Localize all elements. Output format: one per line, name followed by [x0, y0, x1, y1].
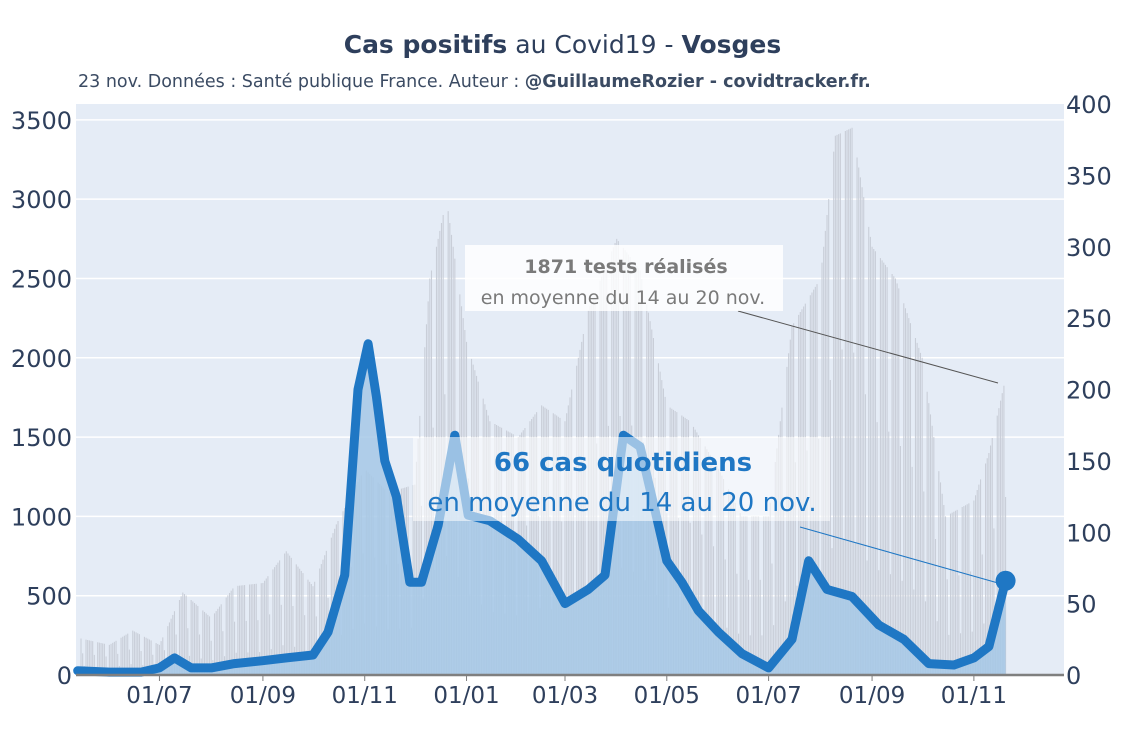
y-right-tick-label: 350 [1066, 162, 1112, 190]
y-left-tick-label: 1000 [11, 503, 72, 531]
tests-annotation-connector [737, 310, 999, 384]
cases-annotation-subtext: en moyenne du 14 au 20 nov. [427, 488, 816, 518]
x-tick-label: 01/09 [230, 683, 296, 709]
y-right-tick-label: 300 [1066, 234, 1112, 262]
x-tick-label: 01/01 [433, 683, 499, 709]
gridlines [76, 119, 1064, 597]
y-axis-left: 0 500 1000 1500 2000 2500 3000 3500 [11, 107, 72, 690]
x-tick-label: 01/05 [634, 683, 700, 709]
y-left-tick-label: 2500 [11, 265, 72, 293]
y-left-tick-label: 2000 [11, 345, 72, 373]
cases-end-point [995, 570, 1016, 591]
chart-title-mid: au Covid19 - [507, 30, 682, 59]
x-tick-label: 01/03 [532, 683, 598, 709]
cases-annotation-box [413, 437, 830, 521]
chart-subtitle: 23 nov. Données : Santé publique France.… [78, 72, 871, 92]
chart-title: Cas positifs au Covid19 - Vosges [0, 30, 1125, 59]
y-right-tick-label: 0 [1066, 662, 1081, 690]
y-right-tick-label: 200 [1066, 377, 1112, 405]
tests-annotation-subtext: en moyenne du 14 au 20 nov. [481, 287, 765, 309]
chart-subtitle-text: 23 nov. Données : Santé publique France.… [78, 72, 525, 92]
cases-annotation-value: 66 cas quotidiens [494, 448, 752, 478]
tests-annotation-box [465, 245, 783, 311]
x-tick-label: 01/09 [839, 683, 905, 709]
chart-title-region: Vosges [681, 30, 782, 59]
y-left-tick-label: 3500 [11, 107, 72, 135]
y-right-tick-label: 150 [1066, 448, 1112, 476]
x-tick-label: 01/07 [735, 683, 801, 709]
cases-area [77, 343, 1006, 675]
y-left-tick-label: 3000 [11, 186, 72, 214]
chart-subtitle-author: @GuillaumeRozier - covidtracker.fr. [524, 72, 871, 92]
y-left-tick-label: 500 [26, 583, 72, 611]
y-right-tick-label: 400 [1066, 91, 1112, 119]
y-right-tick-label: 50 [1066, 591, 1097, 619]
y-left-tick-label: 1500 [11, 424, 72, 452]
cases-line [73, 339, 1011, 677]
x-tick-label: 01/11 [941, 683, 1007, 709]
y-right-tick-label: 250 [1066, 305, 1112, 333]
y-right-tick-label: 100 [1066, 519, 1112, 547]
x-axis: 01/07 01/09 01/11 01/01 01/03 01/05 01/07 01/09… [126, 675, 1007, 709]
tests-annotation-value: 1871 tests réalisés [524, 256, 727, 278]
cases-annotation-connector [799, 526, 999, 584]
y-left-tick-label: 0 [57, 662, 72, 690]
x-tick-label: 01/07 [126, 683, 192, 709]
x-tick-label: 01/11 [332, 683, 398, 709]
y-axis-right: 0 50 100 150 200 250 300 350 400 [1066, 91, 1112, 690]
chart-title-bold: Cas positifs [343, 30, 508, 59]
